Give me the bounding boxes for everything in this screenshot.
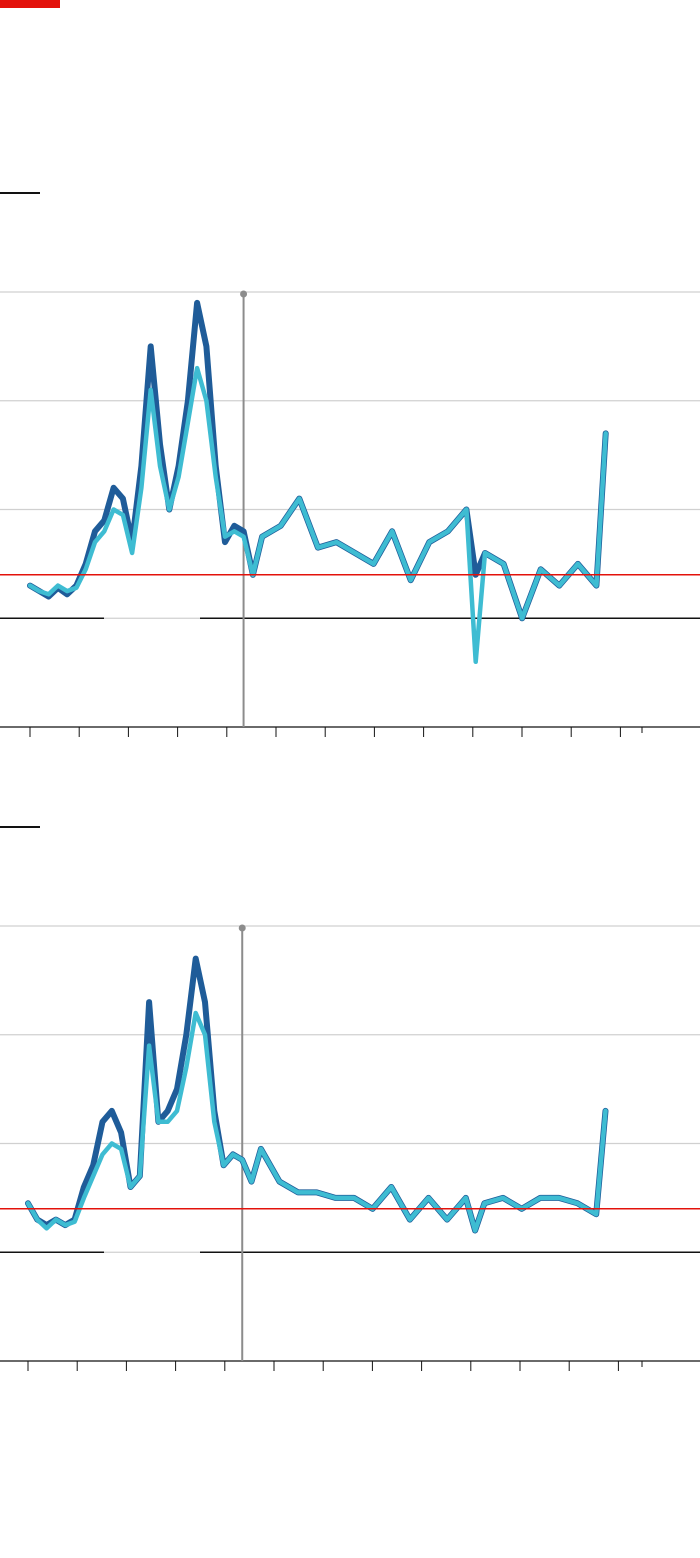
series-line-light — [25, 1010, 608, 1233]
series-line-light — [27, 365, 608, 665]
brand-bar — [0, 0, 60, 8]
event-marker-dot — [240, 290, 248, 298]
series-line-dark — [27, 299, 609, 622]
event-marker-dot — [238, 924, 246, 932]
series-line-dark — [25, 955, 609, 1234]
